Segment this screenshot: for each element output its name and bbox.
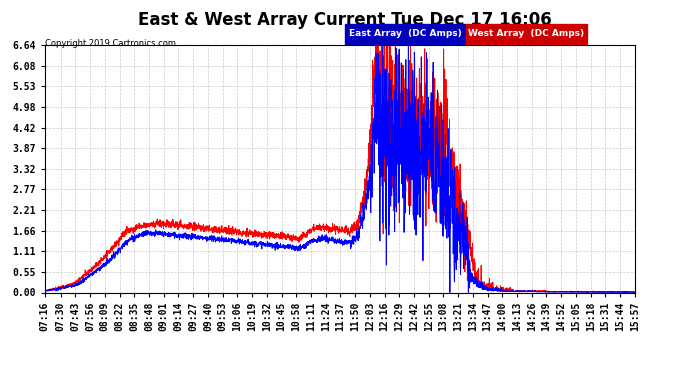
Text: West Array  (DC Amps): West Array (DC Amps) [468,30,584,39]
Text: East & West Array Current Tue Dec 17 16:06: East & West Array Current Tue Dec 17 16:… [138,11,552,29]
Text: East Array  (DC Amps): East Array (DC Amps) [349,30,462,39]
Text: Copyright 2019 Cartronics.com: Copyright 2019 Cartronics.com [45,39,176,48]
